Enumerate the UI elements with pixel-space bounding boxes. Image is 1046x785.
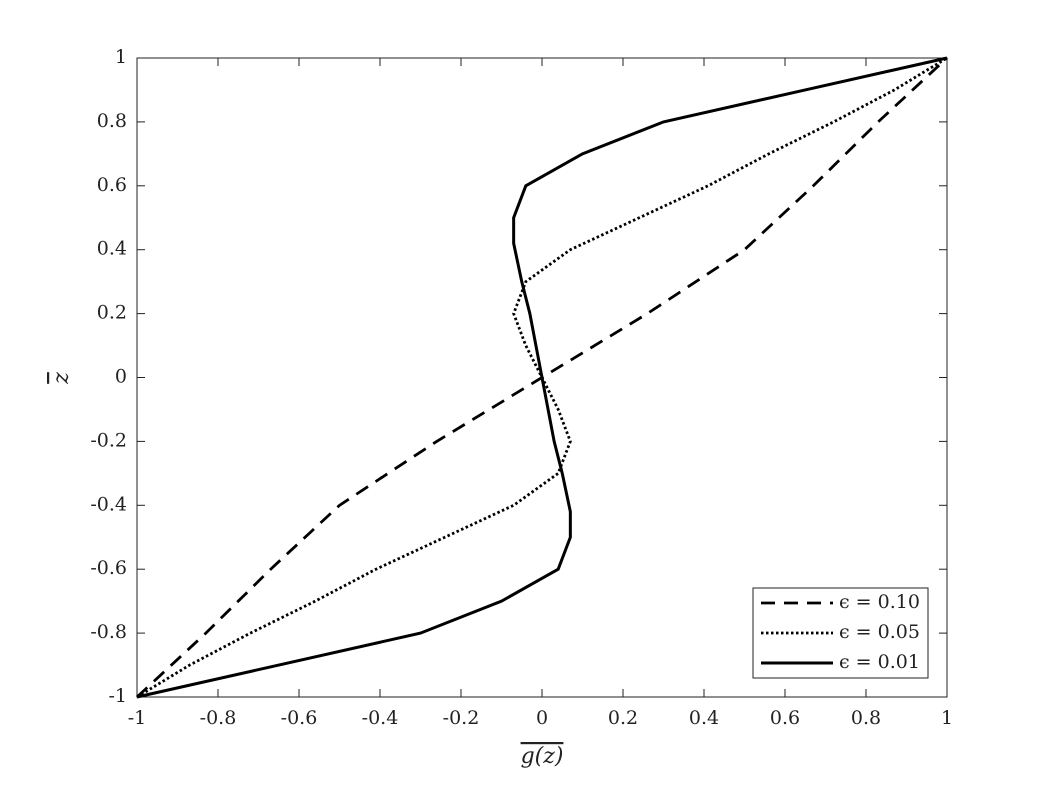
legend-label: ϵ = 0.10 <box>839 591 920 613</box>
x-tick-label: -0.4 <box>362 707 399 729</box>
x-tick-label: 1 <box>941 707 953 729</box>
y-tick-label: 0 <box>115 366 127 388</box>
x-tick-label: -0.8 <box>200 707 237 729</box>
legend-label: ϵ = 0.01 <box>839 651 920 673</box>
x-tick-label: -0.2 <box>443 707 480 729</box>
y-axis-label: z <box>49 372 74 385</box>
legend-label: ϵ = 0.05 <box>839 621 920 643</box>
x-tick-label: 0.6 <box>770 707 800 729</box>
y-tick-label: 0.2 <box>97 302 127 324</box>
x-tick-label: -1 <box>128 707 147 729</box>
y-tick-label: -1 <box>108 685 127 707</box>
x-tick-label: 0.4 <box>689 707 719 729</box>
y-tick-label: 0.4 <box>97 238 127 260</box>
y-tick-label: -0.4 <box>90 493 127 515</box>
y-tick-label: -0.6 <box>90 557 127 579</box>
x-tick-label: 0.2 <box>608 707 638 729</box>
y-tick-label: 0.6 <box>97 174 127 196</box>
x-tick-label: 0 <box>536 707 548 729</box>
x-tick-label: 0.8 <box>851 707 881 729</box>
y-tick-label: 1 <box>115 46 127 68</box>
y-tick-label: -0.8 <box>90 621 127 643</box>
x-tick-label: -0.6 <box>281 707 318 729</box>
y-tick-label: 0.8 <box>97 110 127 132</box>
y-tick-label: -0.2 <box>90 429 127 451</box>
series-line <box>136 56 948 699</box>
x-axis-label: g(z) <box>521 744 564 769</box>
